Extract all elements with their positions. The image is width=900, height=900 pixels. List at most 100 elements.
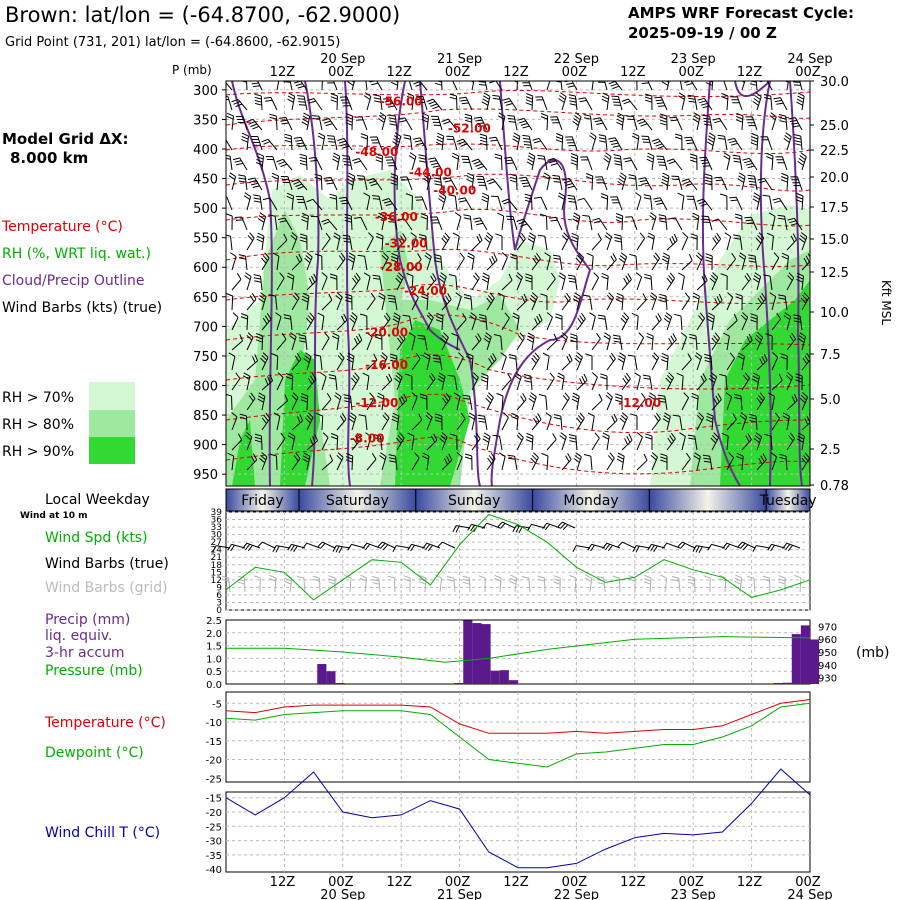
wind-barb: [372, 274, 383, 291]
precip-tick: 0.0: [206, 680, 222, 691]
wind-barb: [302, 452, 311, 471]
wind-speed-tick: 12: [211, 576, 222, 586]
wind-barb: [572, 545, 591, 552]
wind-barb: [335, 292, 343, 311]
wind-barb: [495, 233, 503, 250]
weekday-label: Friday: [241, 493, 283, 509]
precip-bars: [317, 620, 820, 684]
wind-barb: [578, 97, 593, 111]
wind-barb: [509, 173, 518, 191]
wind-barb: [486, 253, 498, 271]
wind-barb: [617, 541, 636, 549]
wind-barb: [235, 116, 248, 131]
wind-barb: [382, 198, 398, 211]
wind-barb: [287, 92, 296, 111]
wind-barb: [433, 254, 443, 271]
bottom-hour-label: 12Z: [503, 875, 529, 890]
wind-barb: [226, 293, 234, 311]
wind-barb: [764, 433, 773, 451]
wind-barb: [310, 216, 323, 231]
wind-barb: [636, 293, 647, 311]
wind-barb: [686, 195, 698, 211]
wind-barb: [384, 156, 398, 171]
wind-barb: [768, 392, 775, 411]
wind-barb: [570, 333, 578, 350]
wind-barb: [312, 575, 321, 593]
wind-barb: [724, 232, 732, 251]
wind-barb: [369, 81, 383, 91]
wind-barb: [449, 93, 458, 111]
wind-barb: [801, 352, 810, 371]
wind-barb: [411, 413, 423, 431]
wind-barb: [250, 136, 263, 151]
wind-barb: [613, 154, 623, 171]
wind-barb: [276, 372, 284, 391]
wind-barb: [363, 272, 371, 291]
wind-barb: [606, 81, 623, 91]
wind-barb: [271, 172, 279, 191]
wind-barb: [714, 176, 728, 191]
temp-tick: -25: [206, 774, 222, 785]
wind-barb: [540, 113, 549, 131]
wind-barb: [753, 432, 763, 451]
wind-barb: [621, 433, 633, 451]
wind-barb: [227, 543, 246, 552]
wind-barb: [212, 545, 231, 552]
wind-barb: [602, 542, 621, 552]
wind-barb: [263, 96, 278, 111]
temp-tick: -15: [206, 737, 222, 748]
precip-bar: [472, 623, 482, 684]
wind-barb: [646, 152, 655, 171]
wind-barb: [783, 312, 792, 331]
wind-barb: [643, 574, 652, 593]
temp-contour-label: -16.00: [365, 358, 408, 372]
wind-barb: [308, 156, 323, 171]
wind-barb: [226, 213, 233, 231]
wind-barb: [411, 81, 428, 91]
wind-barb: [461, 155, 473, 171]
wind-barb: [636, 332, 645, 351]
wind-barb: [550, 116, 563, 131]
wind-barb: [231, 412, 238, 431]
wind-barb: [321, 81, 323, 91]
wind-barb: [771, 252, 780, 271]
wind-barb: [544, 252, 551, 271]
wind-barb: [546, 81, 551, 91]
wind-barb: [411, 392, 418, 411]
wind-barb: [772, 197, 788, 211]
wind-barb: [786, 233, 797, 251]
wind-barb: [591, 233, 602, 251]
wind-barb: [494, 153, 503, 171]
wind-barb: [702, 114, 713, 131]
wind-barb: [283, 81, 293, 91]
wind-barb: [654, 96, 668, 111]
wind-barb: [610, 196, 623, 211]
wind-barb: [606, 253, 617, 271]
wind-barb: [557, 372, 565, 391]
wind-barb: [246, 453, 258, 471]
pressure-tick: 450: [193, 173, 218, 188]
wind-barb: [693, 452, 701, 471]
wind-barb: [242, 372, 251, 391]
wind-barb: [276, 81, 280, 91]
wind-barb: [568, 434, 578, 451]
wind-barb: [585, 173, 594, 191]
wind-barb: [456, 352, 464, 371]
wind-barb: [411, 452, 420, 471]
wind-barb: [632, 545, 651, 553]
wind-barb: [636, 453, 648, 471]
wind-barb: [754, 332, 764, 351]
wind-barb: [344, 213, 353, 231]
wind-barb: [480, 372, 489, 391]
wind-barb: [293, 136, 308, 151]
wind-barb: [481, 272, 490, 291]
wind-barb: [736, 452, 744, 471]
wind-barb: [591, 81, 594, 91]
height-tick: 10.0: [820, 306, 849, 321]
wind-barb: [797, 332, 807, 351]
wind-barb: [735, 293, 743, 311]
wind-barb: [306, 373, 317, 391]
top-hour-label: 12Z: [620, 65, 646, 80]
wind-barb: [265, 156, 278, 171]
wind-barb: [515, 272, 523, 291]
